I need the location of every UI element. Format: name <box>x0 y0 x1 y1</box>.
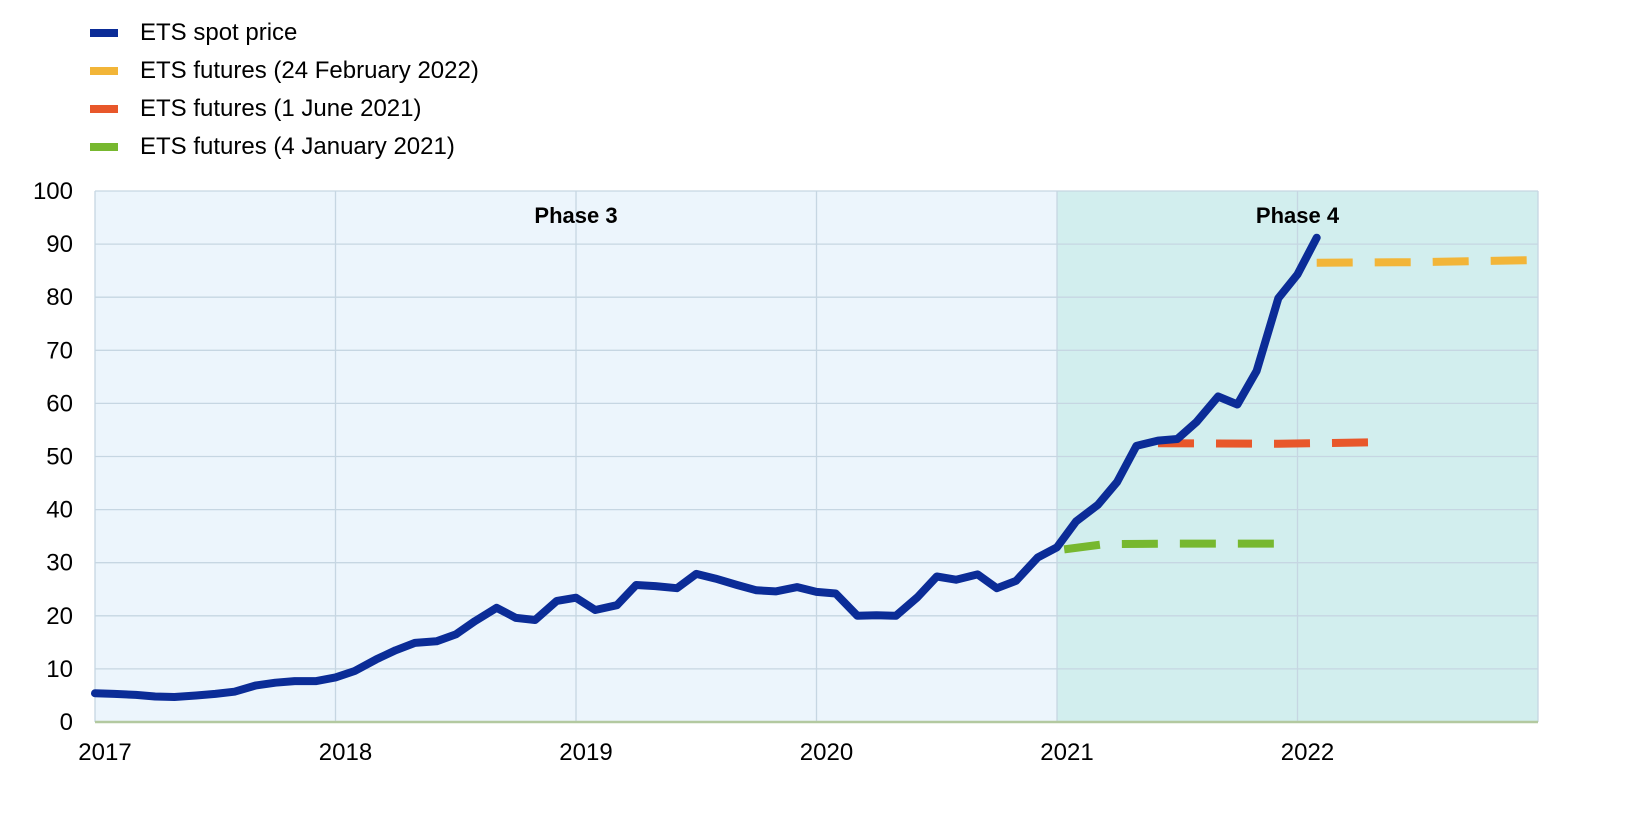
legend: ETS spot price ETS futures (24 February … <box>90 14 479 166</box>
series-line-4 <box>1063 539 1286 554</box>
legend-swatch <box>90 67 118 75</box>
y-tick-label: 80 <box>46 284 73 311</box>
x-tick-label: 2021 <box>1040 739 1093 766</box>
legend-item-futures-feb-2022: ETS futures (24 February 2022) <box>90 52 479 90</box>
x-tick-label: 2018 <box>319 739 372 766</box>
y-tick-label: 50 <box>46 444 73 471</box>
x-tick-label: 2017 <box>78 739 131 766</box>
legend-label: ETS futures (1 June 2021) <box>140 95 422 122</box>
legend-label: ETS spot price <box>140 19 298 46</box>
phase-label: Phase 4 <box>1256 203 1340 228</box>
x-tick-label: 2020 <box>800 739 853 766</box>
y-tick-label: 100 <box>33 178 73 205</box>
series-lines <box>91 233 1539 701</box>
series-line-2 <box>1316 256 1539 267</box>
legend-label: ETS futures (4 January 2021) <box>140 133 455 160</box>
y-tick-label: 40 <box>46 497 73 524</box>
series-line-1 <box>91 233 1321 701</box>
phase-labels: Phase 3 Phase 4 <box>534 203 1339 228</box>
legend-swatch <box>90 105 118 113</box>
legend-swatch <box>90 143 118 151</box>
x-tick-label: 2022 <box>1281 739 1334 766</box>
legend-swatch <box>90 29 118 37</box>
legend-item-futures-jan-2021: ETS futures (4 January 2021) <box>90 128 479 166</box>
phase-label: Phase 3 <box>534 203 617 228</box>
legend-item-futures-jun-2021: ETS futures (1 June 2021) <box>90 90 479 128</box>
x-axis: 2017 2018 2019 2020 2021 2022 <box>78 739 1334 766</box>
y-axis: 0 10 20 30 40 50 60 70 80 90 100 <box>33 178 73 736</box>
y-tick-label: 20 <box>46 603 73 630</box>
y-tick-label: 60 <box>46 390 73 417</box>
x-tick-label: 2019 <box>559 739 612 766</box>
legend-item-spot: ETS spot price <box>90 14 479 52</box>
y-tick-label: 0 <box>60 709 73 736</box>
legend-label: ETS futures (24 February 2022) <box>140 57 479 84</box>
series-line-3 <box>1157 438 1382 448</box>
y-tick-label: 70 <box>46 337 73 364</box>
y-tick-label: 30 <box>46 550 73 577</box>
gridlines <box>94 190 1539 724</box>
y-tick-label: 10 <box>46 656 73 683</box>
y-tick-label: 90 <box>46 231 73 258</box>
